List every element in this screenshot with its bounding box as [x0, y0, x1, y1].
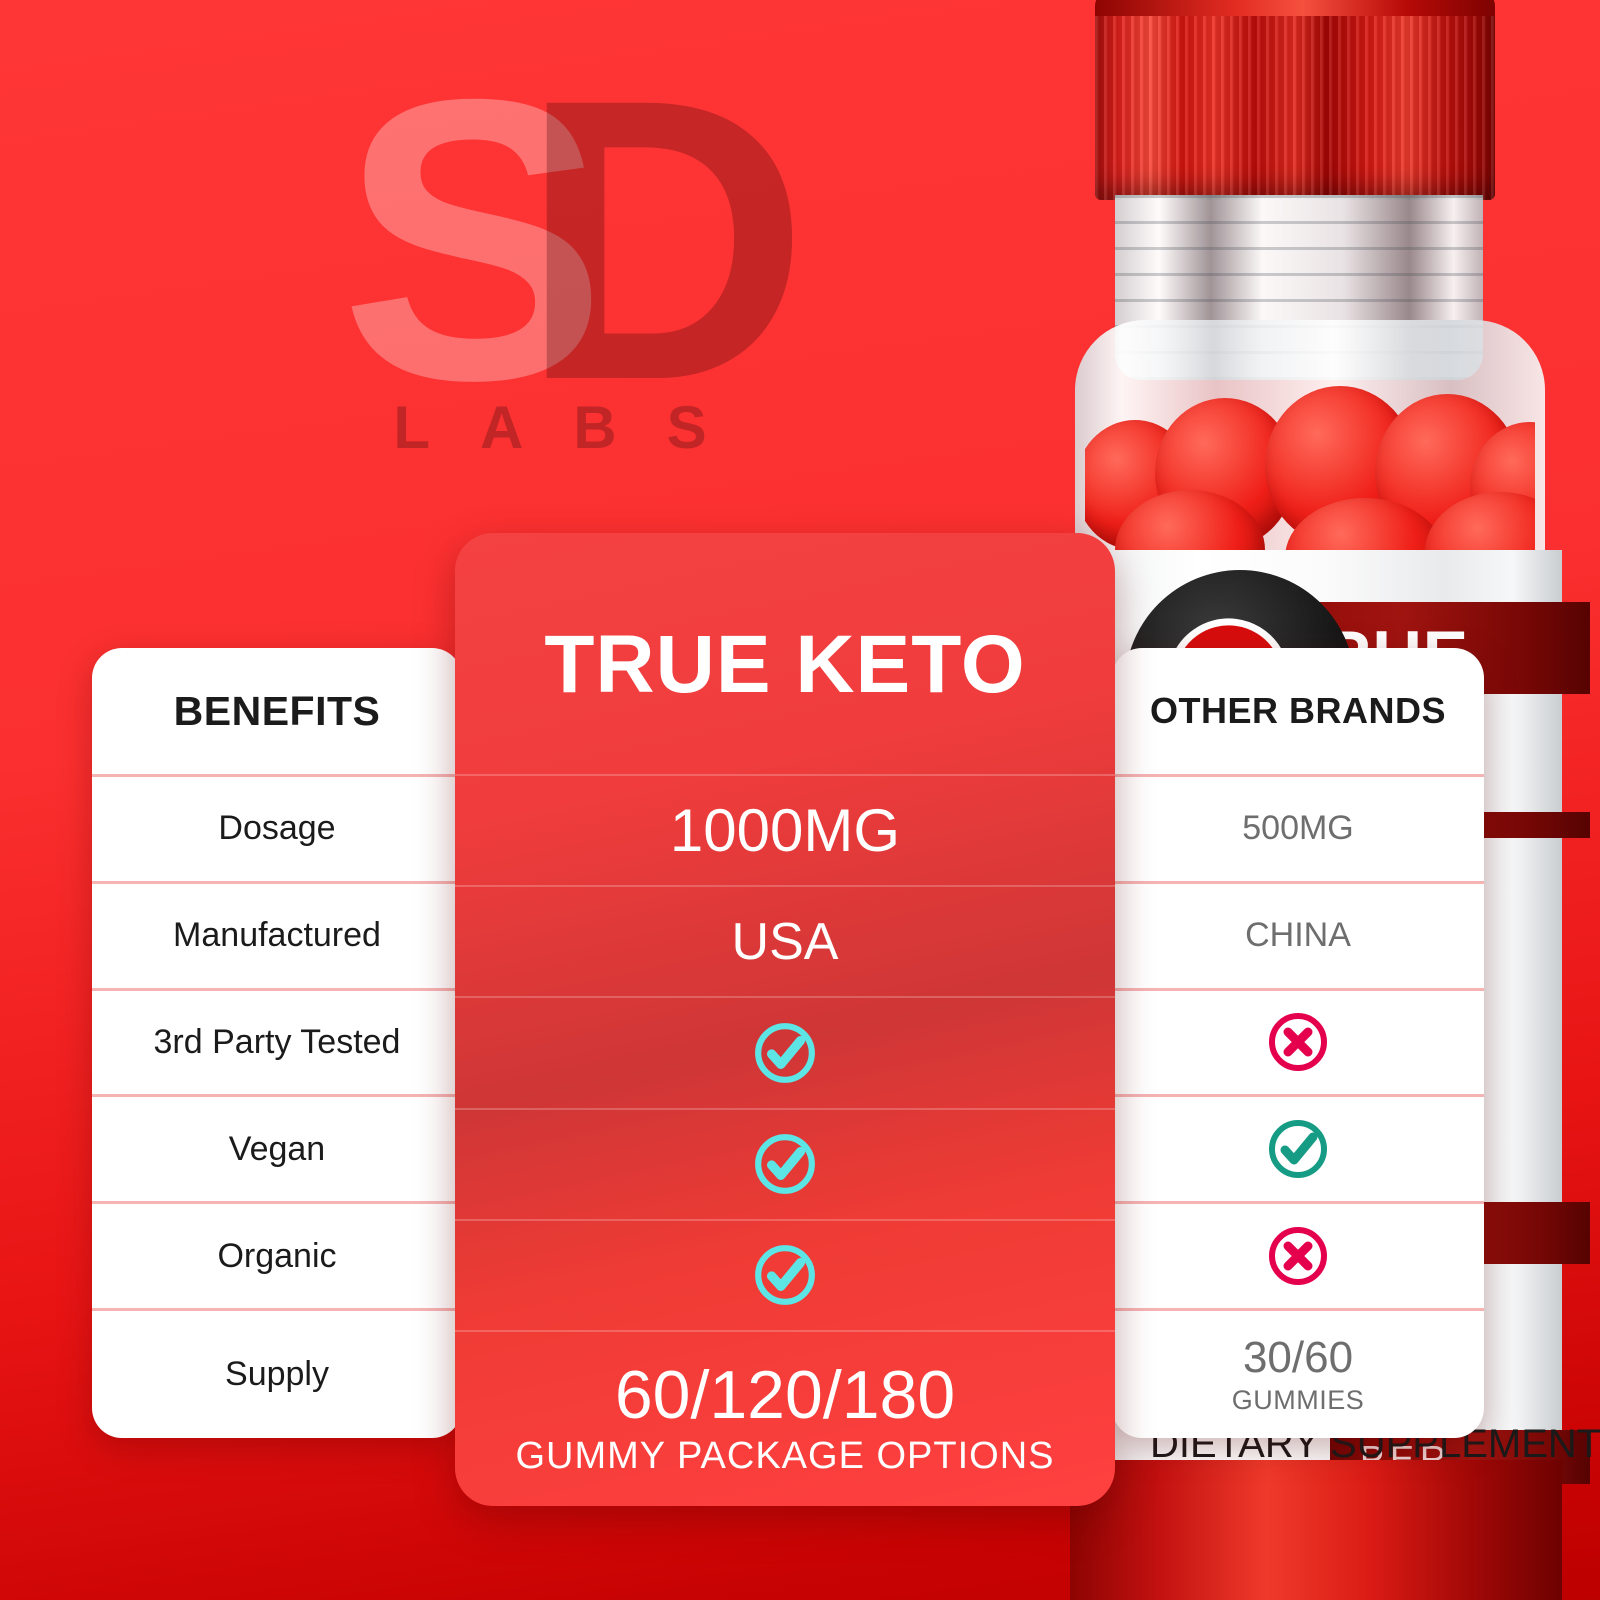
table-row: 1000MG: [455, 774, 1115, 885]
other-value-supply-sub: GUMMIES: [1231, 1384, 1365, 1415]
other-brands-column-card: OTHER BRANDS 500MG CHINA: [1112, 648, 1484, 1438]
table-row: Dosage: [92, 774, 462, 881]
benefit-label: Dosage: [218, 809, 336, 848]
bottle-base: [1070, 1460, 1562, 1600]
table-row: 60/120/180 GUMMY PACKAGE OPTIONS: [455, 1330, 1115, 1506]
benefits-column-header: BENEFITS: [173, 687, 381, 734]
brand-logo-watermark: S D LABS: [340, 16, 810, 465]
benefit-label: Supply: [225, 1354, 329, 1393]
other-brands-column-header: OTHER BRANDS: [1149, 690, 1446, 731]
table-row: Vegan: [92, 1094, 462, 1201]
table-row: [455, 996, 1115, 1107]
other-value-supply: 30/60: [1242, 1332, 1354, 1382]
table-row: [1112, 1094, 1484, 1201]
bottle-cap: [1095, 0, 1495, 200]
other-value-dosage: 500MG: [1242, 809, 1354, 848]
true-keto-value-dosage: 1000MG: [669, 797, 901, 865]
benefit-label: 3rd Party Tested: [153, 1022, 401, 1061]
benefit-label: Organic: [217, 1236, 337, 1275]
logo-letter-d: D: [520, 16, 809, 463]
table-row: Manufactured: [92, 880, 462, 988]
x-circle-icon: [1266, 1010, 1330, 1074]
true-keto-value-supply-sub: GUMMY PACKAGE OPTIONS: [515, 1435, 1055, 1478]
other-value-manufactured: CHINA: [1245, 916, 1351, 955]
table-row: [455, 1107, 1115, 1219]
table-row: [1112, 987, 1484, 1095]
true-keto-column-card: TRUE KETO 1000MG USA: [455, 533, 1115, 1506]
table-row: Supply: [92, 1307, 462, 1438]
check-circle-icon: [752, 1242, 818, 1308]
table-row: 3rd Party Tested: [92, 987, 462, 1095]
true-keto-column-header: TRUE KETO: [544, 618, 1026, 710]
table-row: [1112, 1201, 1484, 1308]
benefits-column-card: BENEFITS Dosage Manufactured 3rd Party T…: [92, 648, 462, 1438]
check-circle-icon: [1266, 1117, 1330, 1181]
check-circle-icon: [752, 1020, 818, 1086]
bottle-cap-ribs: [1095, 0, 1495, 200]
bottle-cap-top: [1095, 0, 1495, 16]
table-row: CHINA: [1112, 880, 1484, 988]
logo-wordmark: LABS: [393, 394, 757, 461]
table-row: USA: [455, 885, 1115, 996]
table-row: 500MG: [1112, 774, 1484, 881]
benefit-label: Manufactured: [173, 916, 381, 955]
benefit-label: Vegan: [228, 1129, 326, 1168]
logo-letter-s: S: [340, 16, 607, 463]
check-circle-icon: [752, 1131, 818, 1197]
table-row: Organic: [92, 1201, 462, 1308]
table-row: [455, 1218, 1115, 1330]
x-circle-icon: [1266, 1224, 1330, 1288]
true-keto-value-supply: 60/120/180: [614, 1356, 956, 1433]
gummies-group: [1085, 380, 1535, 570]
true-keto-value-manufactured: USA: [731, 912, 839, 971]
table-row: 30/60 GUMMIES: [1112, 1307, 1484, 1438]
